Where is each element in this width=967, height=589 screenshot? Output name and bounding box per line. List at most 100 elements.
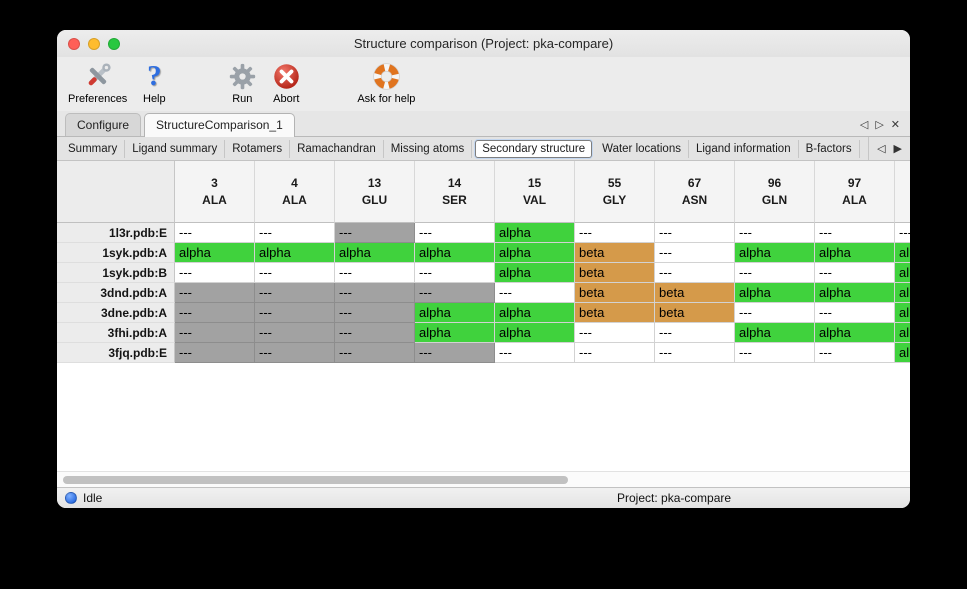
ss-cell[interactable]: beta <box>655 303 735 323</box>
ss-cell[interactable]: alpha <box>335 243 415 263</box>
column-header[interactable]: 67 ASN <box>655 161 735 223</box>
ss-cell[interactable]: --- <box>335 223 415 243</box>
ss-cell[interactable]: alpha <box>495 323 575 343</box>
tab-structurecomparison-1[interactable]: StructureComparison_1 <box>144 113 295 137</box>
ss-cell[interactable]: --- <box>255 323 335 343</box>
ss-cell[interactable]: alpha <box>175 243 255 263</box>
ss-cell[interactable]: --- <box>575 343 655 363</box>
subtab-prev-icon[interactable]: ◁ <box>877 143 886 155</box>
column-header[interactable] <box>895 161 910 223</box>
ss-cell[interactable]: --- <box>175 343 255 363</box>
ss-cell[interactable]: beta <box>575 243 655 263</box>
ss-cell[interactable]: --- <box>335 303 415 323</box>
row-header[interactable]: 3dne.pdb:A <box>57 303 175 323</box>
ss-cell[interactable]: alpha <box>495 223 575 243</box>
ss-cell[interactable]: --- <box>575 223 655 243</box>
row-header[interactable]: 1l3r.pdb:E <box>57 223 175 243</box>
ss-cell[interactable]: --- <box>335 283 415 303</box>
ss-cell[interactable]: --- <box>335 263 415 283</box>
tab-prev-icon[interactable]: ◁ <box>859 119 869 131</box>
title-bar[interactable]: Structure comparison (Project: pka-compa… <box>57 30 910 57</box>
ss-cell[interactable]: --- <box>175 263 255 283</box>
ss-cell[interactable]: --- <box>255 263 335 283</box>
ss-cell[interactable]: --- <box>415 223 495 243</box>
ss-cell[interactable]: alpha <box>815 243 895 263</box>
ss-cell[interactable]: alpha <box>255 243 335 263</box>
abort-button[interactable]: Abort <box>264 59 308 105</box>
tab-configure[interactable]: Configure <box>65 113 142 136</box>
ss-cell[interactable]: --- <box>255 283 335 303</box>
ss-cell[interactable]: --- <box>335 323 415 343</box>
ss-cell[interactable]: alpha <box>735 243 815 263</box>
ss-cell[interactable]: alpha <box>495 303 575 323</box>
ss-cell[interactable]: --- <box>495 283 575 303</box>
ss-cell[interactable]: alpha <box>895 303 910 323</box>
ss-cell[interactable]: alpha <box>815 283 895 303</box>
column-header[interactable]: 13 GLU <box>335 161 415 223</box>
ss-cell[interactable]: --- <box>655 243 735 263</box>
subtab-rotamers[interactable]: Rotamers <box>225 139 291 158</box>
tab-next-icon[interactable]: ▷ <box>875 119 884 131</box>
minimize-window-icon[interactable] <box>88 37 100 50</box>
ss-cell[interactable]: alpha <box>895 323 910 343</box>
ss-cell[interactable]: beta <box>575 283 655 303</box>
subtab-b-factors[interactable]: B-factors <box>799 139 860 158</box>
column-header[interactable]: 14 SER <box>415 161 495 223</box>
ss-cell[interactable]: --- <box>175 223 255 243</box>
ss-cell[interactable]: beta <box>575 303 655 323</box>
ss-cell[interactable]: --- <box>815 303 895 323</box>
ss-cell[interactable]: --- <box>815 263 895 283</box>
subtab-ligand-summary[interactable]: Ligand summary <box>125 139 226 158</box>
ss-cell[interactable]: --- <box>735 343 815 363</box>
ss-cell[interactable]: --- <box>175 283 255 303</box>
ss-cell[interactable]: alpha <box>735 323 815 343</box>
ss-cell[interactable]: --- <box>655 263 735 283</box>
subtab-secondary-structure[interactable]: Secondary structure <box>475 139 593 158</box>
zoom-window-icon[interactable] <box>108 37 120 50</box>
row-header[interactable]: 1syk.pdb:B <box>57 263 175 283</box>
column-header[interactable]: 55 GLY <box>575 161 655 223</box>
ss-cell[interactable]: --- <box>175 323 255 343</box>
ss-cell[interactable]: --- <box>735 223 815 243</box>
subtab-ramachandran[interactable]: Ramachandran <box>290 139 384 158</box>
ss-cell[interactable]: alpha <box>495 243 575 263</box>
column-header[interactable]: 96 GLN <box>735 161 815 223</box>
ss-cell[interactable]: --- <box>255 303 335 323</box>
column-header[interactable]: 4 ALA <box>255 161 335 223</box>
run-button[interactable]: Run <box>220 59 264 105</box>
ss-cell[interactable]: --- <box>415 263 495 283</box>
ss-cell[interactable]: --- <box>735 263 815 283</box>
ss-cell[interactable]: --- <box>815 343 895 363</box>
subtab-ligand-information[interactable]: Ligand information <box>689 139 799 158</box>
row-header[interactable]: 3fjq.pdb:E <box>57 343 175 363</box>
scrollbar-thumb[interactable] <box>63 476 568 484</box>
column-header[interactable]: 3 ALA <box>175 161 255 223</box>
ask-for-help-button[interactable]: Ask for help <box>352 59 420 105</box>
subtab-water-locations[interactable]: Water locations <box>595 139 689 158</box>
ss-cell[interactable]: alpha <box>415 243 495 263</box>
ss-cell[interactable]: --- <box>575 323 655 343</box>
ss-cell[interactable]: --- <box>895 223 910 243</box>
ss-cell[interactable]: --- <box>735 303 815 323</box>
row-header[interactable]: 3fhi.pdb:A <box>57 323 175 343</box>
ss-cell[interactable]: alpha <box>415 323 495 343</box>
ss-cell[interactable]: --- <box>415 283 495 303</box>
ss-cell[interactable]: --- <box>255 223 335 243</box>
ss-cell[interactable]: alpha <box>735 283 815 303</box>
close-window-icon[interactable] <box>68 37 80 50</box>
ss-cell[interactable]: --- <box>655 323 735 343</box>
ss-cell[interactable]: beta <box>655 283 735 303</box>
ss-cell[interactable]: --- <box>415 343 495 363</box>
ss-cell[interactable]: --- <box>255 343 335 363</box>
ss-cell[interactable]: --- <box>655 223 735 243</box>
ss-cell[interactable]: --- <box>175 303 255 323</box>
column-header[interactable]: 97 ALA <box>815 161 895 223</box>
subtab-summary[interactable]: Summary <box>61 139 126 158</box>
ss-cell[interactable]: alpha <box>815 323 895 343</box>
horizontal-scrollbar[interactable] <box>57 471 910 487</box>
column-header[interactable]: 15 VAL <box>495 161 575 223</box>
preferences-button[interactable]: Preferences <box>63 59 132 105</box>
row-header[interactable]: 1syk.pdb:A <box>57 243 175 263</box>
ss-cell[interactable]: --- <box>815 223 895 243</box>
subtab-next-icon[interactable]: ▶ <box>893 143 902 155</box>
